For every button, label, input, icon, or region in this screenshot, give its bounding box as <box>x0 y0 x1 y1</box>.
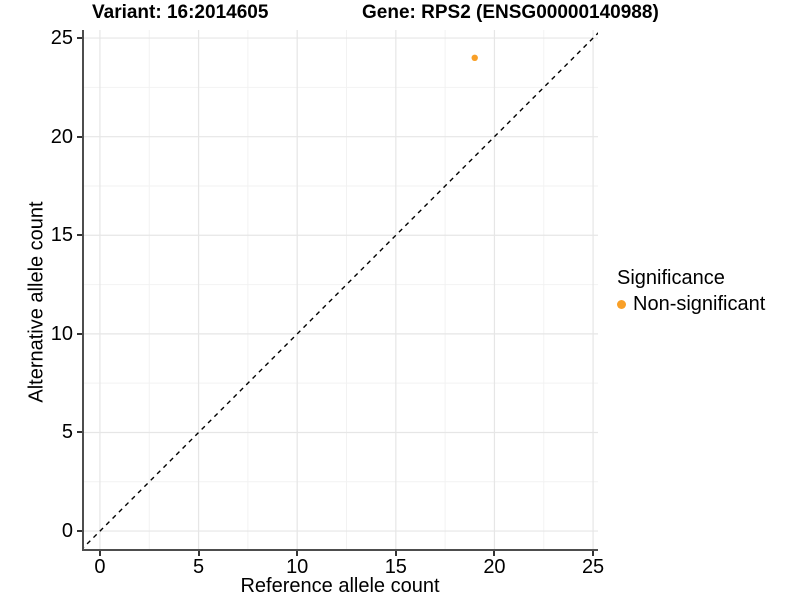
x-tick-label: 15 <box>384 556 407 578</box>
plot-title-variant: Variant: 16:2014605 <box>92 2 269 23</box>
x-tick-label: 5 <box>193 556 205 578</box>
x-tick-label: 10 <box>286 556 309 578</box>
y-tick-mark <box>77 234 82 237</box>
data-point <box>471 54 478 62</box>
y-tick-mark <box>77 37 82 40</box>
plot-title-gene: Gene: RPS2 (ENSG00000140988) <box>362 2 659 23</box>
x-tick-label: 25 <box>581 556 605 578</box>
x-tick-mark <box>493 551 496 556</box>
legend: Significance Non-significant <box>617 266 765 316</box>
y-tick-mark <box>77 530 82 533</box>
y-tick-mark <box>77 431 82 434</box>
y-tick-mark <box>77 135 82 138</box>
y-tick-mark <box>77 332 82 335</box>
x-tick-mark <box>394 551 397 556</box>
identity-dashed-line <box>82 32 598 551</box>
legend-title: Significance <box>617 267 725 289</box>
x-tick-label: 0 <box>94 556 106 578</box>
legend-entry-label: Non-significant <box>633 293 766 315</box>
y-tick-label: 10 <box>50 322 73 345</box>
legend-entry: Non-significant <box>617 292 765 316</box>
x-tick-mark <box>98 551 101 556</box>
y-tick-label: 25 <box>50 27 73 50</box>
x-tick-mark <box>592 551 595 556</box>
legend-key-dot-icon <box>617 299 626 309</box>
x-axis-title: Reference allele count <box>240 575 440 597</box>
plot-panel <box>82 30 598 551</box>
y-tick-label: 15 <box>50 224 73 247</box>
x-tick-label: 20 <box>483 556 506 578</box>
x-tick-mark <box>296 551 299 556</box>
plot-canvas <box>82 30 598 551</box>
x-tick-mark <box>197 551 200 556</box>
y-tick-label: 20 <box>50 125 73 148</box>
y-tick-label: 5 <box>61 421 73 444</box>
y-tick-label: 0 <box>61 520 73 543</box>
